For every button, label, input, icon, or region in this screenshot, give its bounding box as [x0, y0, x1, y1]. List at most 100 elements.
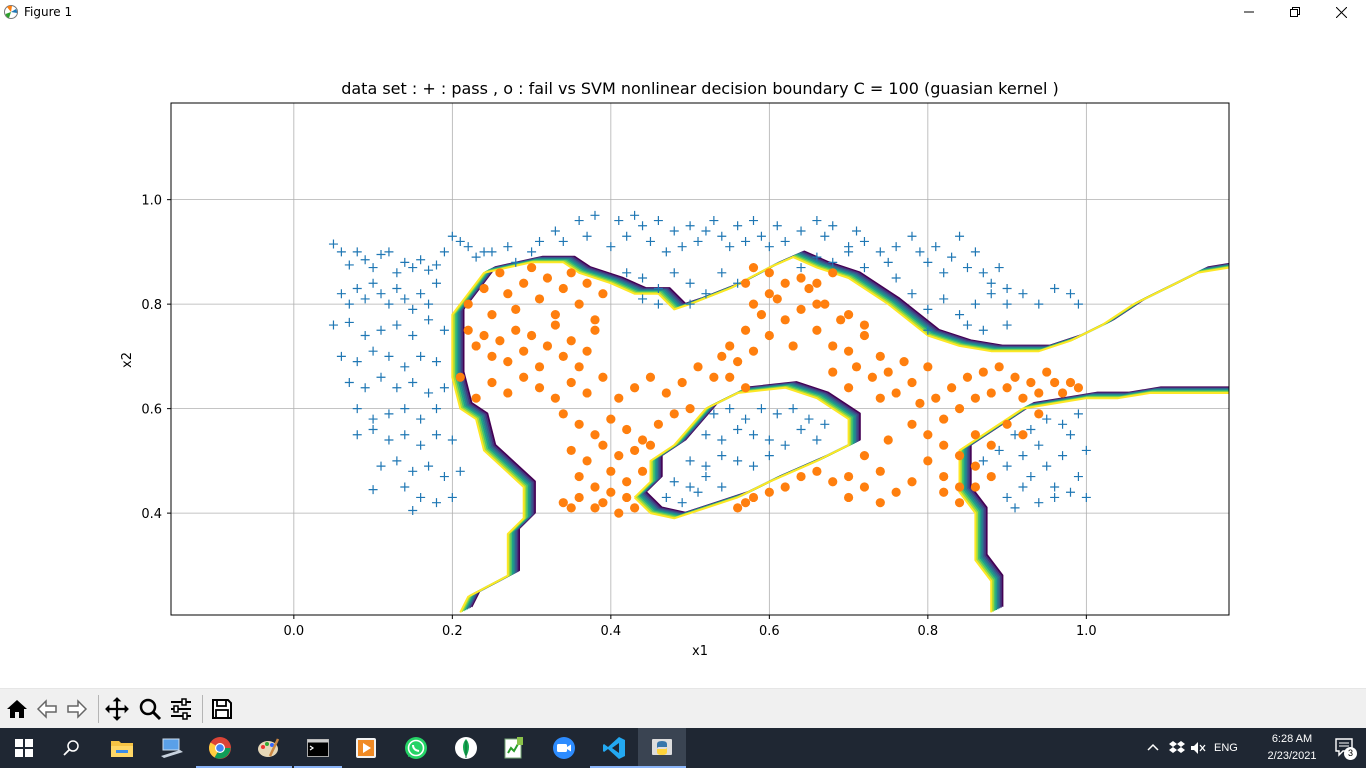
fail-point	[693, 362, 703, 372]
fail-point	[582, 278, 592, 288]
save-button[interactable]	[209, 695, 235, 723]
taskbar-chrome[interactable]	[196, 728, 244, 768]
fail-point	[970, 461, 980, 471]
system-tray: ENG 6:28 AM 2/23/2021 3	[1136, 728, 1366, 768]
back-button[interactable]	[34, 695, 60, 723]
pan-button[interactable]	[104, 695, 130, 723]
notification-count-badge: 3	[1344, 747, 1357, 760]
taskbar-notepad-plus[interactable]	[490, 728, 538, 768]
pass-point	[376, 325, 386, 335]
fail-point	[558, 498, 568, 508]
zoom-button[interactable]	[137, 695, 163, 723]
fail-point	[630, 383, 640, 393]
pass-point	[1010, 430, 1020, 440]
home-icon	[7, 700, 27, 718]
fail-point	[526, 330, 537, 341]
fail-point	[511, 325, 521, 335]
taskbar-mongodb-compass[interactable]	[442, 728, 490, 768]
notification-center-button[interactable]: 3	[1334, 736, 1358, 760]
pass-point	[368, 485, 378, 495]
pass-point	[352, 247, 362, 257]
pass-point	[978, 268, 988, 278]
clock-time[interactable]: 6:28 AM	[1271, 733, 1313, 745]
pass-point	[859, 236, 869, 246]
x-tick-label: 0.2	[442, 624, 463, 639]
taskbar-zoom[interactable]	[540, 728, 588, 768]
taskbar-vscode[interactable]	[590, 728, 638, 768]
pass-point	[431, 498, 441, 508]
close-button[interactable]	[1318, 0, 1364, 24]
home-button[interactable]	[4, 695, 30, 723]
pass-point	[986, 289, 996, 299]
taskbar-whatsapp[interactable]	[392, 728, 440, 768]
pass-point	[717, 435, 727, 445]
pass-point	[447, 231, 457, 241]
clock-date[interactable]: 2/23/2021	[1267, 750, 1317, 762]
grid	[171, 103, 1229, 615]
fail-point	[843, 383, 854, 393]
fail-point	[566, 268, 576, 278]
taskbar-python-figure[interactable]	[638, 728, 686, 768]
pass-point	[360, 255, 370, 265]
taskbar-media-player[interactable]	[342, 728, 390, 768]
pass-point	[891, 273, 901, 283]
taskbar-search-button[interactable]	[48, 728, 96, 768]
restore-icon	[1290, 7, 1300, 17]
pass-point	[685, 456, 695, 466]
pass-point	[416, 289, 426, 299]
pass-point	[923, 304, 933, 314]
fail-point	[487, 351, 497, 361]
language-indicator[interactable]: ENG	[1214, 742, 1238, 754]
fail-point	[574, 471, 584, 482]
fail-point	[986, 388, 996, 398]
pass-point	[1081, 492, 1091, 502]
pass-point	[907, 231, 917, 241]
fail-point	[709, 372, 719, 382]
pass-point	[764, 451, 774, 461]
fail-point	[788, 341, 798, 351]
fail-point	[550, 309, 560, 320]
start-button[interactable]	[0, 728, 48, 768]
restore-button[interactable]	[1272, 0, 1318, 24]
chevron-up-icon[interactable]	[1147, 743, 1159, 751]
fail-point	[495, 336, 505, 346]
fail-point	[1026, 377, 1036, 388]
fail-point	[867, 372, 877, 382]
pass-point	[955, 231, 965, 241]
fail-point	[542, 273, 553, 283]
pass-point	[677, 242, 687, 252]
dropbox-icon[interactable]	[1169, 740, 1185, 756]
pass-point	[883, 257, 893, 267]
figure-canvas[interactable]: data set : + : pass , o : fail vs SVM no…	[0, 24, 1366, 688]
search-icon	[63, 740, 79, 756]
configure-subplots-button[interactable]	[168, 695, 194, 723]
pass-point	[685, 299, 695, 309]
minimize-button[interactable]	[1226, 0, 1272, 24]
fail-point	[954, 498, 965, 508]
fail-point	[1050, 377, 1060, 388]
pass-point	[1002, 492, 1012, 502]
fail-point	[645, 372, 656, 382]
taskbar-paint[interactable]	[244, 728, 292, 768]
notepad-icon	[504, 737, 523, 759]
taskbar-file-explorer[interactable]	[98, 728, 146, 768]
pass-point	[1042, 461, 1052, 471]
fail-point	[463, 299, 473, 309]
pass-point	[748, 216, 758, 226]
speaker-muted-icon[interactable]	[1190, 741, 1206, 755]
arrow-left-icon	[36, 699, 57, 719]
forward-button[interactable]	[64, 695, 90, 723]
pass-point	[772, 409, 782, 419]
chart-title: data set : + : pass , o : fail vs SVM no…	[341, 79, 1059, 98]
pass-point	[408, 506, 418, 516]
fail-point	[1065, 377, 1076, 388]
chart: data set : + : pass , o : fail vs SVM no…	[120, 79, 1230, 659]
paint-palette-icon	[258, 738, 280, 757]
pass-point	[368, 346, 378, 356]
taskbar-network-app[interactable]	[148, 728, 196, 768]
pass-point	[1073, 299, 1083, 309]
fail-point	[1002, 383, 1012, 393]
fail-point	[954, 482, 965, 492]
taskbar-terminal[interactable]	[294, 728, 342, 768]
fail-point	[566, 336, 576, 346]
